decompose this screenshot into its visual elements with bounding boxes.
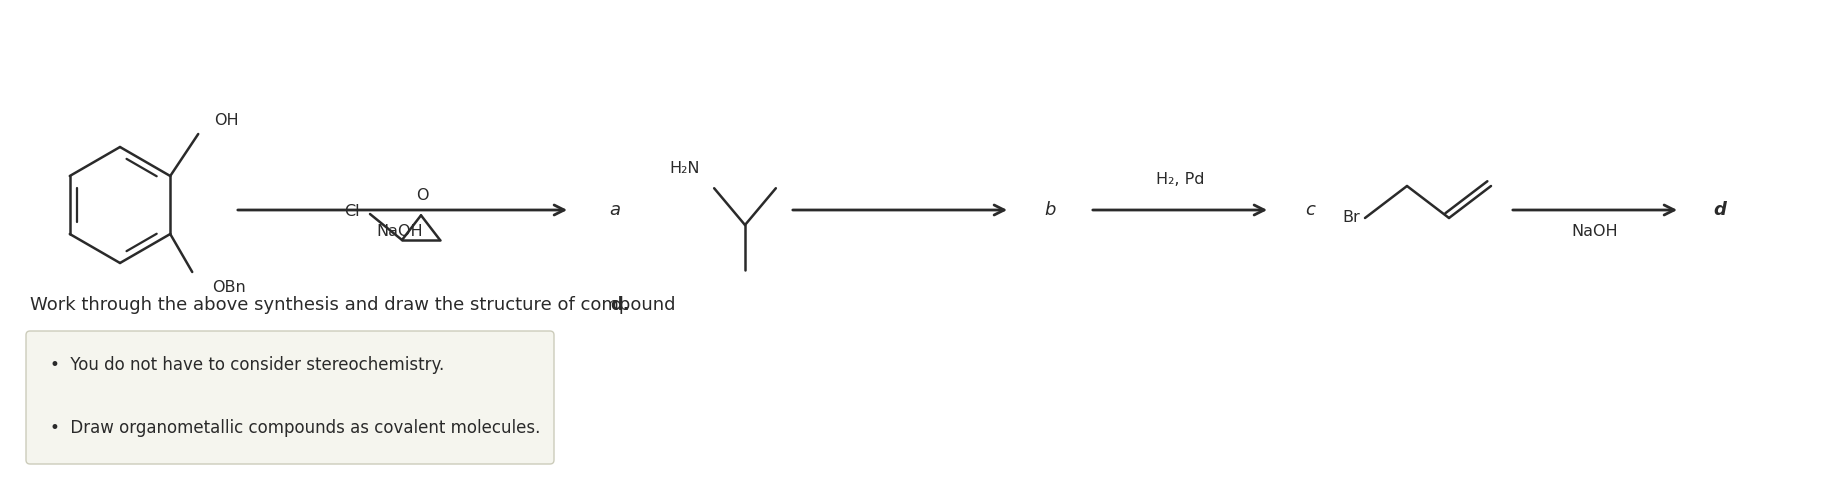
Text: d.: d. bbox=[611, 296, 629, 314]
Text: a: a bbox=[609, 201, 620, 219]
FancyBboxPatch shape bbox=[26, 331, 554, 464]
Text: H₂, Pd: H₂, Pd bbox=[1155, 172, 1203, 188]
Text: NaOH: NaOH bbox=[377, 225, 423, 240]
Text: O: O bbox=[416, 188, 428, 204]
Text: H₂N: H₂N bbox=[669, 161, 701, 176]
Text: b: b bbox=[1045, 201, 1056, 219]
Text: •  Draw organometallic compounds as covalent molecules.: • Draw organometallic compounds as coval… bbox=[50, 419, 541, 437]
Text: NaOH: NaOH bbox=[1571, 225, 1618, 240]
Text: Cl: Cl bbox=[344, 204, 360, 219]
Text: d: d bbox=[1712, 201, 1725, 219]
Text: Br: Br bbox=[1341, 211, 1359, 226]
Text: OBn: OBn bbox=[211, 280, 246, 295]
Text: Work through the above synthesis and draw the structure of compound: Work through the above synthesis and dra… bbox=[29, 296, 680, 314]
Text: c: c bbox=[1304, 201, 1315, 219]
Text: •  You do not have to consider stereochemistry.: • You do not have to consider stereochem… bbox=[50, 356, 443, 374]
Text: OH: OH bbox=[213, 113, 239, 128]
